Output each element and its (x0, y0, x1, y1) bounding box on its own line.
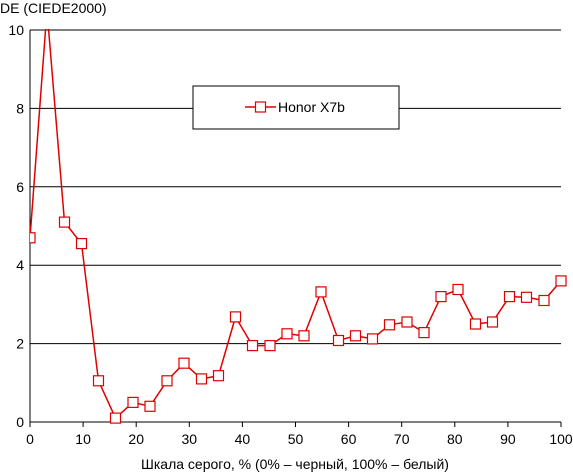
x-tick-label: 100 (549, 431, 573, 447)
grid (30, 29, 561, 345)
y-tick-label: 6 (16, 179, 24, 195)
data-point (555, 275, 567, 287)
data-point (298, 330, 310, 342)
x-tick-label: 10 (75, 431, 91, 447)
data-point (281, 328, 293, 340)
series-group (30, 29, 567, 424)
data-point (264, 340, 276, 352)
x-tick-label: 70 (394, 431, 410, 447)
data-point (92, 375, 105, 387)
data-point (109, 412, 122, 424)
legend-box (192, 85, 400, 130)
data-point (366, 333, 379, 345)
data-point (520, 291, 533, 303)
x-tick-label: 50 (288, 431, 304, 447)
data-point (315, 286, 327, 298)
data-point (401, 316, 413, 328)
data-point (178, 357, 190, 369)
x-tick-labels: 0 10 20 30 40 50 60 70 80 90 100 (26, 431, 573, 447)
y-tick-label: 10 (8, 22, 24, 38)
y-tick-label: 8 (16, 100, 24, 116)
x-axis-title: Шкала серого, % (0% – черный, 100% – бел… (141, 456, 449, 472)
data-point (452, 283, 464, 296)
data-point (75, 238, 88, 250)
data-point (195, 373, 208, 385)
data-point (349, 330, 362, 342)
x-tick-label: 60 (341, 431, 357, 447)
series-layer (30, 29, 567, 424)
y-tick-label: 2 (16, 336, 24, 352)
data-point (127, 396, 139, 408)
data-point (30, 232, 36, 244)
x-tick-label: 80 (447, 431, 463, 447)
data-point (144, 400, 156, 412)
data-point (212, 370, 225, 382)
data-point (538, 294, 550, 307)
data-point (418, 327, 430, 339)
legend: Honor X7b (192, 85, 400, 130)
x-tick-label: 0 (26, 431, 34, 447)
x-tick-label: 90 (500, 431, 516, 447)
data-point (332, 334, 345, 347)
data-point (58, 216, 71, 228)
x-tick-label: 20 (128, 431, 144, 447)
y-tick-labels: 0 2 4 6 8 10 (8, 22, 24, 430)
x-tick-label: 40 (235, 431, 251, 447)
legend-marker (254, 101, 267, 113)
data-point (161, 375, 173, 387)
data-point (246, 340, 259, 352)
x-tick-label: 30 (182, 431, 198, 447)
data-point (503, 291, 516, 303)
data-point (383, 319, 396, 331)
series-line (30, 29, 562, 420)
data-point (435, 291, 447, 303)
data-point (486, 316, 499, 328)
y-tick-label: 0 (16, 414, 24, 430)
y-tick-label: 4 (16, 257, 24, 273)
data-point (229, 311, 242, 323)
y-axis-title: DE (CIEDE2000) (0, 0, 107, 16)
legend-label: Honor X7b (278, 99, 345, 115)
data-point (469, 318, 482, 330)
